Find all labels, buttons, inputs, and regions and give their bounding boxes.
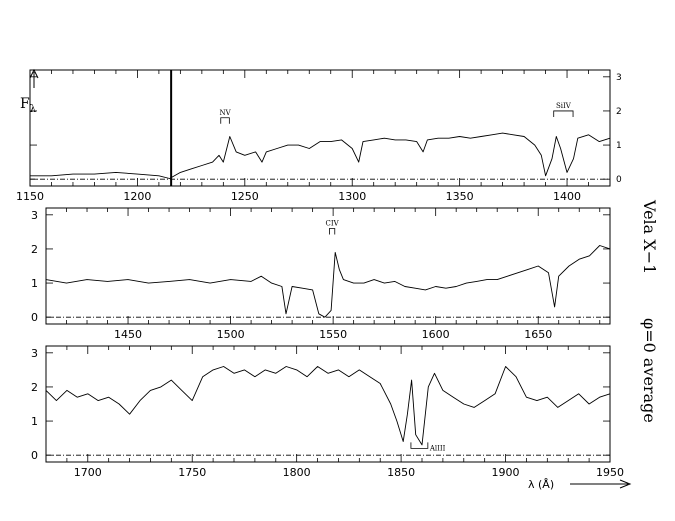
- side-title-object: Vela X−1: [640, 199, 659, 274]
- y-axis-label: Fλ: [20, 96, 37, 115]
- x-tick-label: 1800: [283, 466, 311, 479]
- x-tick-label: 1550: [319, 328, 347, 341]
- y-tick-label: 2: [31, 243, 38, 256]
- line-marker-label: NV: [219, 109, 231, 117]
- y-tick-label: 2: [31, 381, 38, 394]
- y-tick-label: 3: [31, 347, 38, 360]
- y-axis-symbol: Fλ: [20, 68, 39, 115]
- x-tick-label: 1700: [74, 466, 102, 479]
- y-tick-label-right: 1: [616, 141, 622, 151]
- x-axis-label-group: λ (Å): [528, 478, 632, 491]
- x-tick-label: 1250: [231, 190, 259, 203]
- x-tick-label: 1350: [446, 190, 474, 203]
- panel-3-spectrum: [45, 366, 611, 446]
- y-tick-label: 0: [31, 449, 38, 462]
- x-tick-label: 1450: [114, 328, 142, 341]
- line-marker-bracket: [410, 442, 429, 449]
- side-title-phase: φ=0 average: [640, 318, 659, 423]
- x-tick-label: 1950: [596, 466, 624, 479]
- x-tick-label: 1600: [422, 328, 450, 341]
- panel-3: [45, 345, 611, 463]
- panel-1: [29, 69, 611, 187]
- x-axis-label: λ (Å): [528, 478, 554, 491]
- x-tick-label: 1300: [338, 190, 366, 203]
- line-marker-bracket: [329, 228, 336, 235]
- line-marker-label: AlIII: [429, 444, 446, 452]
- panel-2-spectrum: [45, 245, 611, 318]
- y-tick-label-right: 0: [616, 175, 622, 185]
- y-tick-label-right: 3: [616, 73, 622, 83]
- x-tick-label: 1750: [178, 466, 206, 479]
- panel-1-frame: [29, 69, 611, 187]
- panel-1-spectrum: [30, 132, 611, 179]
- x-tick-label: 1150: [16, 190, 44, 203]
- y-arrow-head: [29, 68, 39, 79]
- x-tick-label: 1400: [553, 190, 581, 203]
- x-arrow-head: [619, 479, 632, 489]
- panel-3-frame: [45, 345, 611, 463]
- y-tick-label-right: 2: [616, 107, 622, 117]
- line-marker-bracket: [220, 117, 230, 124]
- panel-2: [45, 207, 611, 325]
- panel-1-marks: 1150 1200 1250 1300 1350 1400 0 1 2 3 NV SiIV: [16, 70, 622, 203]
- y-tick-label: 0: [31, 311, 38, 324]
- x-tick-label: 1200: [123, 190, 151, 203]
- panel-2-marks: 1450 1500 1550 1600 1650 0 1 2 3 CIV: [31, 208, 611, 341]
- y-tick-label: 3: [31, 209, 38, 222]
- line-marker-label: CIV: [326, 219, 340, 227]
- x-tick-label: 1850: [387, 466, 415, 479]
- y-tick-label: 1: [31, 415, 38, 428]
- line-marker-label: SiIV: [556, 102, 572, 110]
- line-marker-bracket: [553, 110, 574, 117]
- x-tick-label: 1650: [524, 328, 552, 341]
- x-tick-label: 1900: [492, 466, 520, 479]
- y-tick-label: 1: [31, 277, 38, 290]
- panel-3-marks: 1700 1750 1800 1850 1900 1950 0 1 2 3 AlIII: [31, 346, 624, 479]
- panel-2-frame: [45, 207, 611, 325]
- x-tick-label: 1500: [217, 328, 245, 341]
